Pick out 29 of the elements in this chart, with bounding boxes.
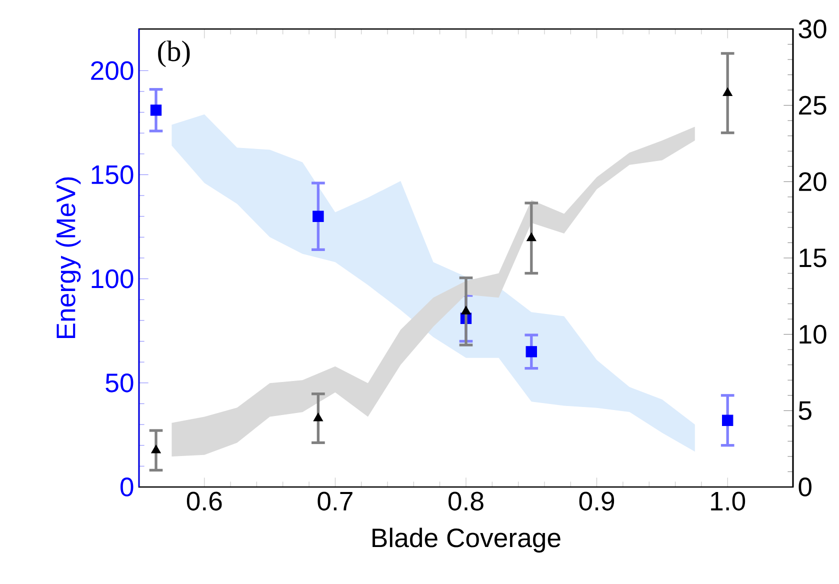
y2-tick-label: 30 [798, 20, 826, 38]
x-tick-label: 0.6 [186, 492, 222, 511]
y-tick-label: 150 [92, 165, 134, 184]
y-tick-label: 200 [91, 61, 134, 80]
y2-tick-label: 5 [798, 401, 812, 420]
y-tick-label: 50 [106, 373, 134, 392]
point [313, 412, 324, 422]
x-tick-label: 1.0 [711, 492, 746, 511]
point [526, 346, 537, 358]
point [722, 88, 732, 96]
point [150, 104, 162, 116]
y-tick-label: 0 [120, 478, 134, 496]
point [722, 414, 734, 426]
y2-tick-label: 20 [799, 172, 826, 192]
y2-tick-label: 15 [800, 248, 826, 268]
y-axis-title: Energy (MeV) [56, 177, 81, 338]
y2-tick-label: 10 [800, 324, 826, 344]
y2-tick-label: 0 [798, 478, 812, 496]
point [312, 210, 324, 222]
point [151, 444, 161, 454]
point [526, 232, 536, 242]
x-tick-label: 0.9 [579, 492, 614, 511]
y2-tick-label: 25 [799, 96, 826, 115]
y-tick-label: 100 [92, 269, 134, 288]
point [461, 306, 471, 314]
x-tick-label: 0.7 [318, 492, 352, 511]
annotation: (b) [158, 40, 190, 68]
x-tick-label: 0.8 [448, 492, 484, 511]
x-axis-title: Blade Coverage [372, 528, 560, 553]
